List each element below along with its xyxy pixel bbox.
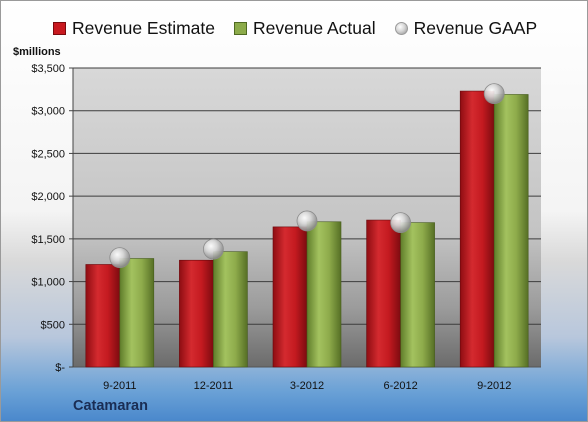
x-tick-label: 9-2012	[477, 380, 511, 392]
bar-revenue-actual	[306, 221, 342, 368]
marker-revenue-gaap	[109, 247, 131, 269]
y-tick-label: $3,000	[31, 106, 65, 118]
y-tick-label: $2,000	[31, 191, 65, 203]
bar-revenue-estimate	[272, 226, 308, 368]
company-name: Catamaran	[73, 398, 148, 414]
bar-revenue-actual	[119, 258, 155, 368]
legend: Revenue Estimate Revenue Actual Revenue …	[53, 18, 556, 39]
y-tick-label: $1,500	[31, 234, 65, 246]
x-tick-label: 12-2011	[194, 380, 234, 392]
marker-revenue-gaap	[202, 238, 224, 260]
legend-item-estimate: Revenue Estimate	[53, 18, 215, 39]
y-tick-label: $2,500	[31, 148, 65, 160]
bar-revenue-actual	[213, 251, 248, 368]
bar-revenue-estimate	[366, 219, 401, 368]
marker-revenue-gaap	[483, 83, 505, 105]
legend-swatch-actual	[234, 22, 247, 35]
bar-revenue-estimate	[179, 259, 214, 368]
bar-revenue-actual	[400, 222, 435, 368]
legend-label-gaap: Revenue GAAP	[413, 18, 538, 38]
legend-label-actual: Revenue Actual	[253, 18, 376, 38]
bar-revenue-actual	[493, 94, 529, 368]
x-tick-label: 9-2011	[103, 380, 136, 392]
legend-swatch-estimate	[53, 22, 66, 35]
x-tick-label: 6-2012	[383, 380, 417, 392]
y-tick-label: $500	[41, 319, 65, 331]
y-tick-label: $1,000	[31, 277, 65, 289]
legend-item-gaap: Revenue GAAP	[394, 18, 538, 39]
legend-swatch-gaap	[394, 22, 408, 35]
legend-label-estimate: Revenue Estimate	[72, 18, 215, 38]
marker-revenue-gaap	[296, 210, 318, 232]
y-tick-label: $-	[55, 362, 65, 374]
x-tick-label: 3-2012	[290, 380, 324, 392]
y-axis-unit-label: $millions	[13, 46, 61, 58]
marker-revenue-gaap	[390, 212, 412, 234]
y-tick-label: $3,500	[31, 63, 65, 75]
legend-item-actual: Revenue Actual	[234, 18, 376, 39]
bar-revenue-estimate	[85, 264, 121, 368]
bar-revenue-estimate	[459, 90, 495, 368]
